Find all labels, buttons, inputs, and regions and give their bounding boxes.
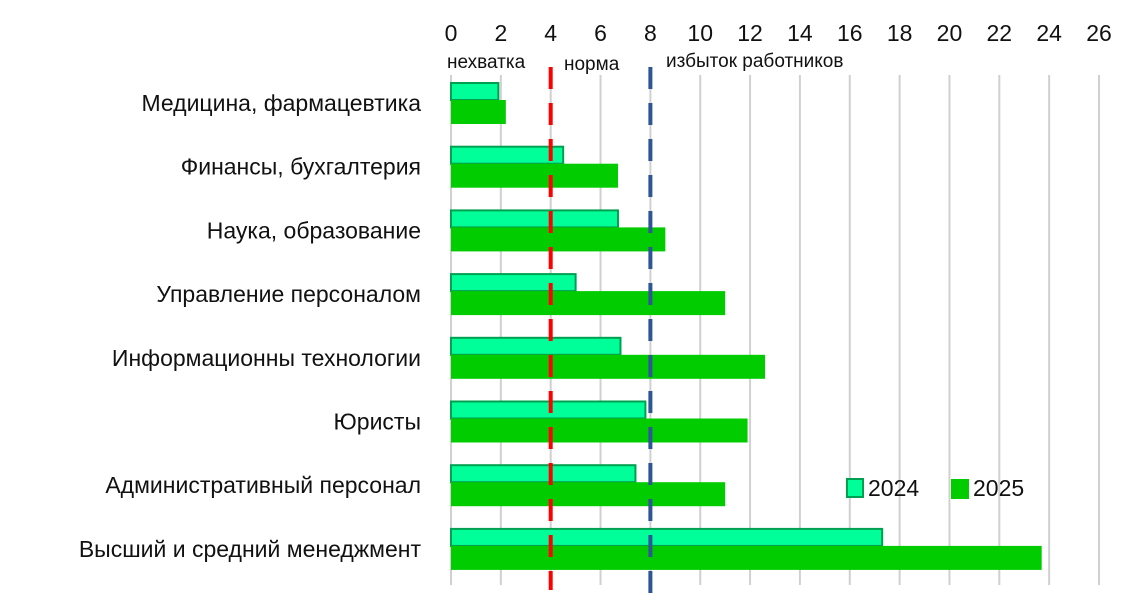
x-tick-label: 18 (887, 20, 913, 46)
x-tick-label: 0 (445, 20, 458, 46)
bar-2024 (450, 464, 637, 484)
bar-2024 (450, 209, 619, 229)
x-tick-labels: 0 2 4 6 8 10 12 14 16 18 20 22 24 26 (445, 20, 1112, 46)
annotation-norm: норма (564, 54, 620, 75)
category-labels: Медицина, фармацевтика Финансы, бухгалтер… (79, 90, 422, 562)
bars (450, 82, 1042, 570)
bar-2024 (450, 82, 500, 101)
bar-2025 (451, 354, 766, 379)
annotation-surplus: избыток работников (666, 51, 843, 72)
bar-2025 (451, 418, 748, 443)
x-tick-label: 8 (644, 20, 657, 46)
annotations: нехватка норма избыток работников (447, 51, 843, 75)
bar-2024 (450, 145, 565, 165)
bar-2025 (451, 163, 618, 188)
bar-2024 (450, 527, 884, 547)
legend-swatch-2025 (951, 479, 969, 499)
legend: 2024 2025 (846, 475, 1024, 501)
x-tick-label: 10 (687, 20, 713, 46)
category-label: Управление персоналом (156, 281, 421, 307)
reference-lines (548, 67, 653, 602)
bar-2024 (450, 273, 577, 293)
bar-2024 (450, 400, 647, 420)
legend-swatch-2024 (846, 478, 864, 498)
x-tick-label: 6 (594, 20, 607, 46)
bar-2025 (451, 545, 1042, 570)
x-tick-label: 2 (494, 20, 507, 46)
category-label: Информационны технологии (112, 345, 421, 371)
legend-label-2025: 2025 (973, 475, 1024, 501)
bar-2025 (451, 100, 506, 124)
x-tick-label: 12 (737, 20, 763, 46)
legend-label-2024: 2024 (868, 475, 919, 501)
category-label: Наука, образование (207, 217, 421, 243)
category-label: Юристы (334, 409, 421, 435)
category-label: Финансы, бухгалтерия (181, 154, 421, 180)
category-label: Высший и средний менеджмент (79, 536, 422, 562)
annotation-shortage: нехватка (447, 52, 526, 73)
category-label: Медицина, фармацевтика (141, 90, 421, 116)
bar-2025 (451, 227, 666, 252)
category-label: Административный персонал (105, 472, 421, 498)
bar-2025 (451, 291, 726, 316)
x-tick-label: 24 (1036, 20, 1062, 46)
x-tick-label: 22 (987, 20, 1013, 46)
bar-2025 (451, 482, 726, 507)
x-tick-label: 20 (937, 20, 963, 46)
bar-2024 (450, 336, 622, 356)
x-tick-label: 26 (1086, 20, 1112, 46)
x-tick-label: 16 (837, 20, 863, 46)
x-tick-label: 4 (544, 20, 557, 46)
x-tick-label: 14 (787, 20, 813, 46)
